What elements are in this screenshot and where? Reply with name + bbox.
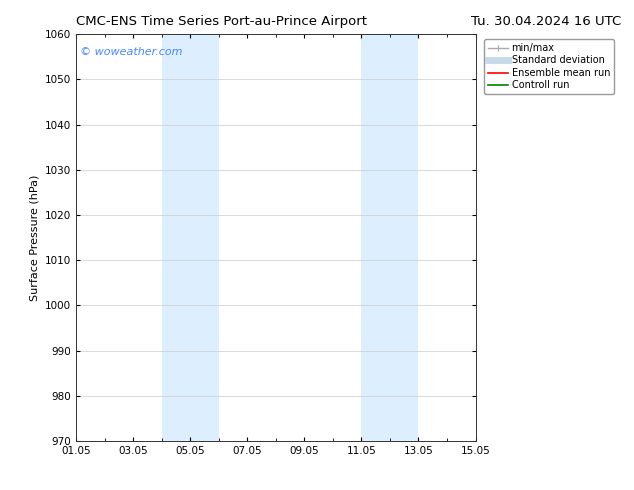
Text: © woweather.com: © woweather.com <box>80 47 183 56</box>
Bar <box>361 34 418 441</box>
Text: CMC-ENS Time Series Port-au-Prince Airport: CMC-ENS Time Series Port-au-Prince Airpo… <box>76 15 367 28</box>
Legend: min/max, Standard deviation, Ensemble mean run, Controll run: min/max, Standard deviation, Ensemble me… <box>484 39 614 94</box>
Bar <box>162 34 219 441</box>
Text: Tu. 30.04.2024 16 UTC: Tu. 30.04.2024 16 UTC <box>471 15 621 28</box>
Y-axis label: Surface Pressure (hPa): Surface Pressure (hPa) <box>29 174 39 301</box>
